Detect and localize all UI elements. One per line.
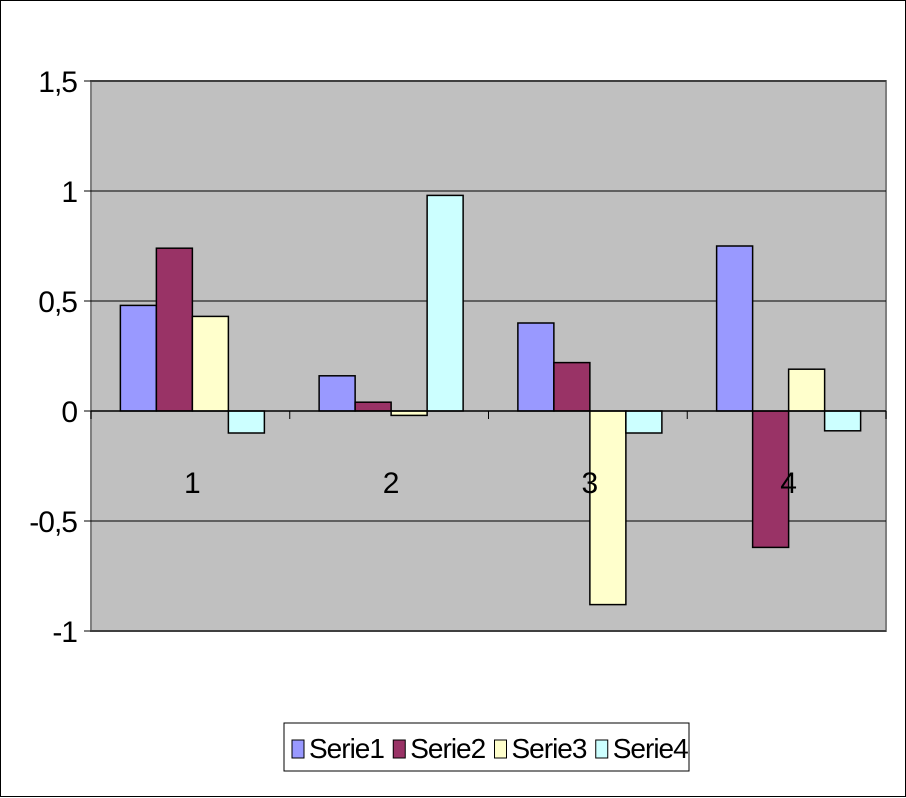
- bar-serie4-3: [625, 410, 663, 434]
- bar-serie4-2: [426, 194, 464, 412]
- legend-label-serie4: Serie4: [613, 733, 688, 764]
- x-tick-label: 3: [582, 467, 599, 500]
- x-tick-label: 1: [184, 467, 201, 500]
- x-tick-label: 4: [780, 467, 797, 500]
- bar-serie2-2: [354, 401, 392, 412]
- bar-serie2-4: [751, 410, 790, 549]
- bar-serie3-3: [589, 410, 627, 606]
- legend-swatch-serie1: [291, 739, 305, 759]
- y-tick-label: -0,5: [29, 506, 77, 539]
- y-tick-label: -1: [52, 616, 77, 649]
- bars: [119, 194, 862, 606]
- legend: Serie1 Serie2 Serie3 Serie4: [283, 722, 690, 772]
- x-tick-label: 2: [383, 467, 400, 500]
- bar-serie1-1: [119, 304, 158, 412]
- x-axis-tick-labels: 1 2 3 4: [184, 467, 797, 500]
- legend-label-serie2: Serie2: [410, 733, 485, 764]
- bar-serie1-4: [715, 245, 754, 412]
- legend-label-serie3: Serie3: [512, 733, 587, 764]
- bar-serie1-2: [318, 375, 356, 412]
- x-axis-tick-marks: [90, 411, 887, 419]
- y-tick-label: 1,5: [38, 66, 77, 99]
- y-tick-label: 1: [61, 176, 77, 209]
- legend-swatch-serie3: [494, 739, 507, 759]
- bar-serie4-1: [227, 410, 266, 434]
- y-tick-label: 0,5: [38, 286, 77, 319]
- bar-serie2-1: [155, 247, 194, 412]
- bar-serie3-4: [787, 368, 826, 412]
- y-tick-label: 0: [61, 396, 77, 429]
- bar-serie4-4: [823, 410, 862, 432]
- legend-swatch-serie4: [595, 739, 609, 759]
- y-axis-tick-labels: 1,5 1 0,5 0 -0,5 -1: [29, 66, 78, 649]
- bar-serie3-1: [191, 315, 230, 412]
- legend-label-serie1: Serie1: [309, 733, 384, 764]
- bar-serie2-3: [553, 361, 591, 412]
- legend-box: [283, 722, 690, 772]
- legend-swatch-serie2: [392, 739, 406, 759]
- bar-serie1-3: [517, 322, 555, 412]
